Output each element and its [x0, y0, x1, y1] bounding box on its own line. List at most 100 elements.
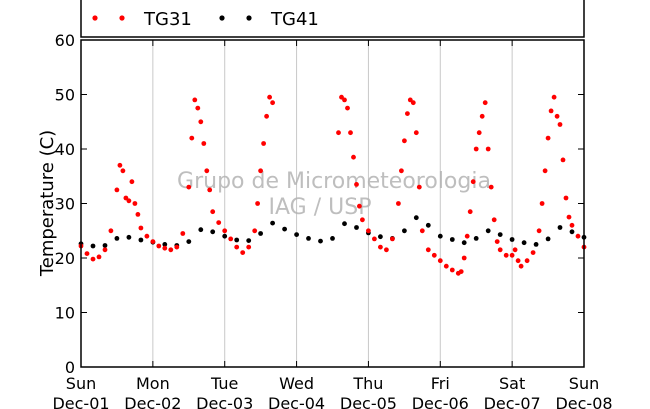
legend-marker-tg31-b: [119, 15, 125, 21]
data-point-tg31: [482, 100, 488, 106]
data-point-tg31: [348, 130, 353, 136]
x-tick-label-date: Dec-07: [484, 394, 541, 409]
data-point-tg31: [120, 168, 126, 174]
legend-marker-tg41-a: [219, 15, 225, 21]
data-point-tg31: [542, 168, 548, 174]
data-point-tg31: [485, 146, 491, 152]
legend-marker-tg41-b: [246, 15, 252, 21]
x-tick-label-date: Dec-03: [196, 394, 253, 409]
data-point-tg31: [384, 247, 389, 253]
data-point-tg31: [503, 252, 509, 258]
data-point-tg41: [437, 233, 443, 239]
data-point-tg31: [425, 247, 431, 253]
x-tick-label-weekday: Sat: [499, 374, 525, 393]
data-point-tg31: [150, 239, 156, 245]
data-point-tg31: [554, 113, 560, 119]
data-point-tg41: [234, 237, 240, 243]
data-point-tg31: [536, 228, 542, 234]
data-point-tg41: [222, 233, 228, 239]
x-tick-label-date: Dec-08: [555, 394, 612, 409]
y-tick-label: 50: [55, 86, 75, 105]
data-point-tg31: [551, 94, 557, 100]
data-point-tg41: [557, 225, 563, 230]
gridlines: [152, 40, 513, 367]
data-point-tg31: [524, 258, 530, 264]
data-point-tg41: [258, 231, 263, 236]
x-axis: SunDec-01MonDec-02TueDec-03WedDec-04ThuD…: [52, 40, 613, 409]
data-point-tg31: [207, 187, 213, 193]
legend-label-tg31: TG31: [143, 9, 192, 30]
data-point-tg41: [294, 232, 299, 238]
data-point-tg31: [189, 135, 195, 141]
data-point-tg31: [123, 195, 129, 201]
x-tick-label-weekday: Tue: [210, 374, 238, 393]
data-point-tg31: [470, 179, 476, 185]
legend: TG31 TG41: [80, 0, 585, 38]
data-point-tg31: [476, 130, 482, 136]
data-point-tg31: [192, 97, 198, 103]
data-point-tg41: [509, 237, 515, 242]
data-point-tg31: [566, 214, 572, 220]
data-point-tg31: [494, 239, 500, 245]
data-point-tg31: [336, 130, 341, 136]
data-point-tg31: [399, 168, 404, 174]
data-point-tg31: [458, 269, 464, 274]
data-point-tg31: [518, 263, 524, 269]
data-point-tg31: [512, 247, 518, 253]
data-point-tg31: [84, 251, 90, 256]
legend-marker-tg31-a: [92, 15, 98, 21]
data-point-tg31: [351, 154, 356, 160]
data-point-tg41: [246, 238, 252, 244]
data-point-tg31: [156, 243, 162, 249]
y-tick-label: 0: [65, 358, 75, 377]
data-point-tg31: [402, 138, 407, 144]
data-point-tg41: [138, 237, 144, 243]
x-tick-label-weekday: Mon: [136, 374, 170, 393]
data-point-tg41: [282, 226, 287, 232]
data-point-tg41: [306, 236, 311, 241]
data-point-tg31: [168, 247, 174, 253]
data-point-tg31: [413, 130, 419, 136]
data-point-tg31: [144, 233, 150, 239]
y-tick-label: 40: [55, 140, 75, 159]
legend-label-tg41: TG41: [270, 9, 319, 30]
data-point-tg31: [228, 236, 234, 242]
data-point-tg31: [366, 228, 371, 234]
data-point-tg41: [90, 243, 96, 249]
legend-frame: [80, 0, 585, 38]
data-point-tg41: [378, 234, 383, 240]
data-point-tg31: [443, 263, 449, 269]
data-point-tg31: [198, 119, 204, 125]
data-point-tg31: [407, 97, 413, 103]
x-tick-label-weekday: Thu: [352, 374, 383, 393]
data-point-tg41: [425, 222, 431, 228]
y-axis-title: Temperature (C): [37, 130, 58, 277]
data-point-tg31: [114, 187, 120, 193]
data-point-tg31: [138, 225, 144, 231]
data-point-tg31: [509, 252, 515, 258]
data-point-tg31: [437, 258, 443, 264]
data-point-tg31: [563, 195, 569, 201]
data-point-tg31: [132, 201, 138, 206]
data-point-tg31: [240, 250, 246, 256]
series-tg31: [78, 94, 587, 276]
x-tick-label-weekday: Sun: [66, 374, 96, 393]
x-tick-label-date: Dec-04: [268, 394, 325, 409]
data-point-tg31: [204, 168, 210, 174]
data-point-tg31: [90, 256, 96, 262]
data-point-tg31: [258, 168, 263, 174]
watermark-line-2: IAG / USP: [269, 195, 372, 220]
data-point-tg31: [548, 108, 554, 114]
data-point-tg31: [342, 97, 347, 103]
data-point-tg41: [521, 240, 527, 246]
data-point-tg41: [198, 227, 204, 233]
data-point-tg31: [467, 209, 473, 215]
x-tick-label-date: Dec-02: [124, 394, 181, 409]
data-point-tg31: [180, 231, 186, 236]
data-point-tg31: [569, 222, 575, 228]
data-point-tg31: [129, 179, 135, 185]
data-point-tg31: [410, 100, 416, 106]
data-point-tg41: [485, 228, 491, 234]
data-point-tg31: [186, 184, 192, 190]
